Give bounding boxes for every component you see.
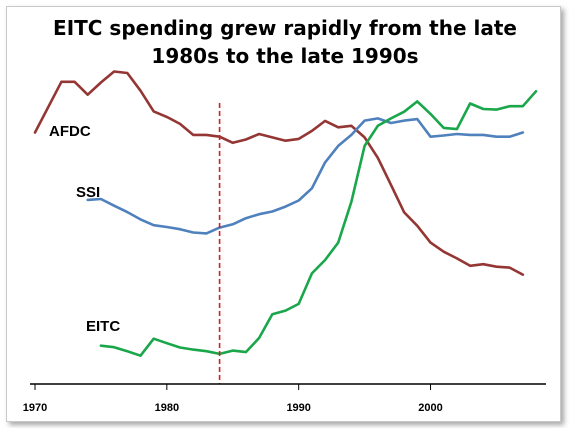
series-label-ssi: SSI bbox=[76, 184, 100, 201]
x-tick-layer: 1970 1980 1990 2000 bbox=[23, 384, 443, 414]
chart-title-line-2: 1980s to the late 1990s bbox=[151, 44, 419, 68]
series-layer bbox=[33, 70, 538, 357]
series-label-afdc: AFDC bbox=[49, 123, 91, 140]
chart-title-line-1: EITC spending grew rapidly from the late bbox=[53, 16, 517, 40]
x-tick-label: 1990 bbox=[286, 402, 310, 414]
x-tick-label: 1970 bbox=[23, 402, 47, 414]
chart-title: EITC spending grew rapidly from the late… bbox=[0, 14, 570, 70]
series-line-ssi bbox=[86, 117, 525, 235]
series-label-eitc: EITC bbox=[86, 318, 120, 335]
series-line-eitc bbox=[99, 90, 538, 357]
chart-frame bbox=[6, 6, 561, 422]
x-tick-label: 1980 bbox=[155, 402, 179, 414]
x-tick-label: 2000 bbox=[418, 402, 442, 414]
series-label-layer: AFDC SSI EITC bbox=[49, 123, 120, 335]
series-line-afdc bbox=[33, 70, 525, 276]
